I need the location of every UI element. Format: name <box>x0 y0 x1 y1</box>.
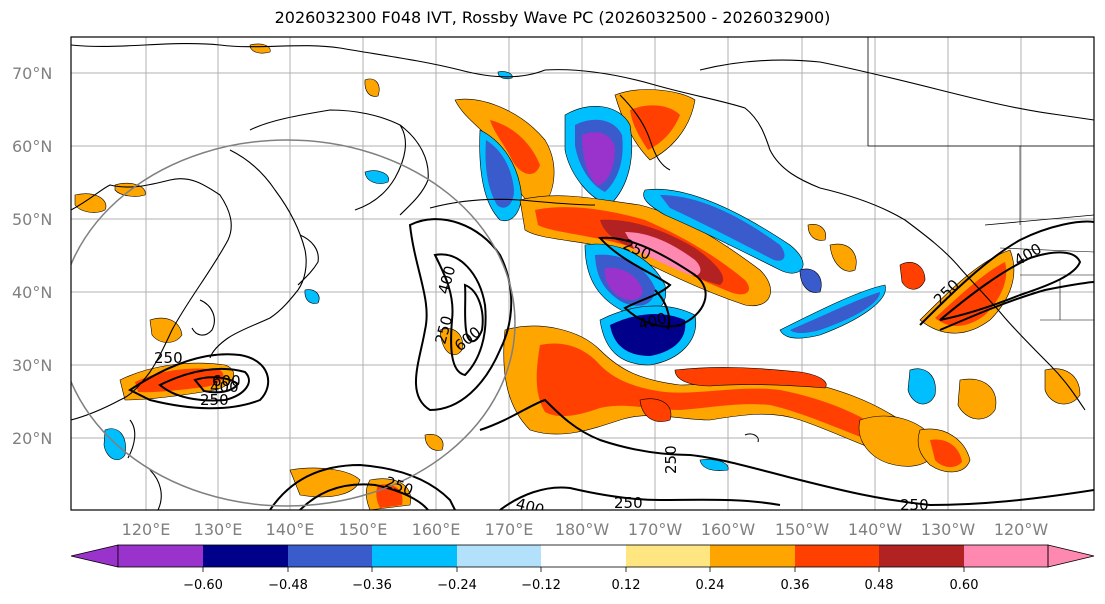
lat-label-50n: 50°N <box>12 210 52 229</box>
colorbar-min-extend <box>70 544 119 568</box>
colorbar-bin <box>203 545 288 567</box>
colorbar-bin <box>372 545 457 567</box>
colorbar-tick: 0.24 <box>696 578 725 593</box>
lon-label: 140°E <box>266 520 315 539</box>
contour-label: 250 <box>900 496 929 514</box>
contour-label: 600 <box>212 372 241 390</box>
map-frame <box>70 36 1095 511</box>
colorbar-max-extend <box>1047 544 1095 568</box>
colorbar-tick: −0.60 <box>183 578 223 593</box>
lon-label: 160°E <box>412 520 461 539</box>
lat-label-60n: 60°N <box>12 137 52 156</box>
latitude-labels: 70°N 60°N 50°N 40°N 30°N 20°N <box>12 64 52 448</box>
lat-label-30n: 30°N <box>12 356 52 375</box>
colorbar-bin <box>710 545 795 567</box>
colorbar: −0.60 −0.48 −0.36 −0.24 −0.12 0.12 0.24 … <box>70 544 1095 593</box>
lon-label: 130°W <box>921 520 976 539</box>
map-title: 2026032300 F048 IVT, Rossby Wave PC (202… <box>274 8 831 27</box>
lon-label: 120°W <box>994 520 1049 539</box>
region-ellipse <box>71 139 516 507</box>
colorbar-bin <box>964 545 1048 567</box>
contour-label: 400 <box>210 378 239 396</box>
colorbar-tick: −0.48 <box>268 578 308 593</box>
lon-label: 140°W <box>848 520 903 539</box>
lat-label-70n: 70°N <box>12 64 52 83</box>
colorbar-bin <box>879 545 964 567</box>
colorbar-tick: −0.12 <box>521 578 561 593</box>
colorbar-tick: −0.24 <box>437 578 477 593</box>
lon-label: 130°E <box>194 520 243 539</box>
ivt-contours <box>128 218 1094 510</box>
lon-label: 150°W <box>775 520 830 539</box>
lat-label-20n: 20°N <box>12 429 52 448</box>
colorbar-bin <box>541 545 626 567</box>
lon-label: 150°E <box>339 520 388 539</box>
contour-label: 250 <box>662 445 680 474</box>
colorbar-tick: 0.12 <box>612 578 641 593</box>
contour-label: 250 <box>200 391 229 409</box>
colorbar-tick: 0.48 <box>865 578 894 593</box>
colorbar-bin <box>288 545 372 567</box>
colorbar-outline <box>117 544 1049 568</box>
colorbar-bin <box>457 545 541 567</box>
longitude-labels: 120°E 130°E 140°E 150°E 160°E 170°E 180°… <box>122 520 1049 539</box>
contour-label: 250 <box>154 349 183 367</box>
lon-label: 180°W <box>555 520 610 539</box>
coastlines <box>71 37 1094 510</box>
lon-label: 170°W <box>628 520 683 539</box>
lon-label: 170°E <box>485 520 534 539</box>
lat-label-40n: 40°N <box>12 283 52 302</box>
colorbar-tick: 0.60 <box>950 578 979 593</box>
contour-labels: 250 250 400 600 400 600 250 250 400 400 … <box>154 235 1045 514</box>
colorbar-bin <box>626 545 710 567</box>
colorbar-tick: −0.36 <box>352 578 392 593</box>
colorbar-tick: 0.36 <box>781 578 810 593</box>
colorbar-bin <box>118 545 203 567</box>
contour-label: 250 <box>614 494 643 512</box>
lon-label: 160°W <box>701 520 756 539</box>
colorbar-bin <box>795 545 879 567</box>
lon-label: 120°E <box>122 520 171 539</box>
